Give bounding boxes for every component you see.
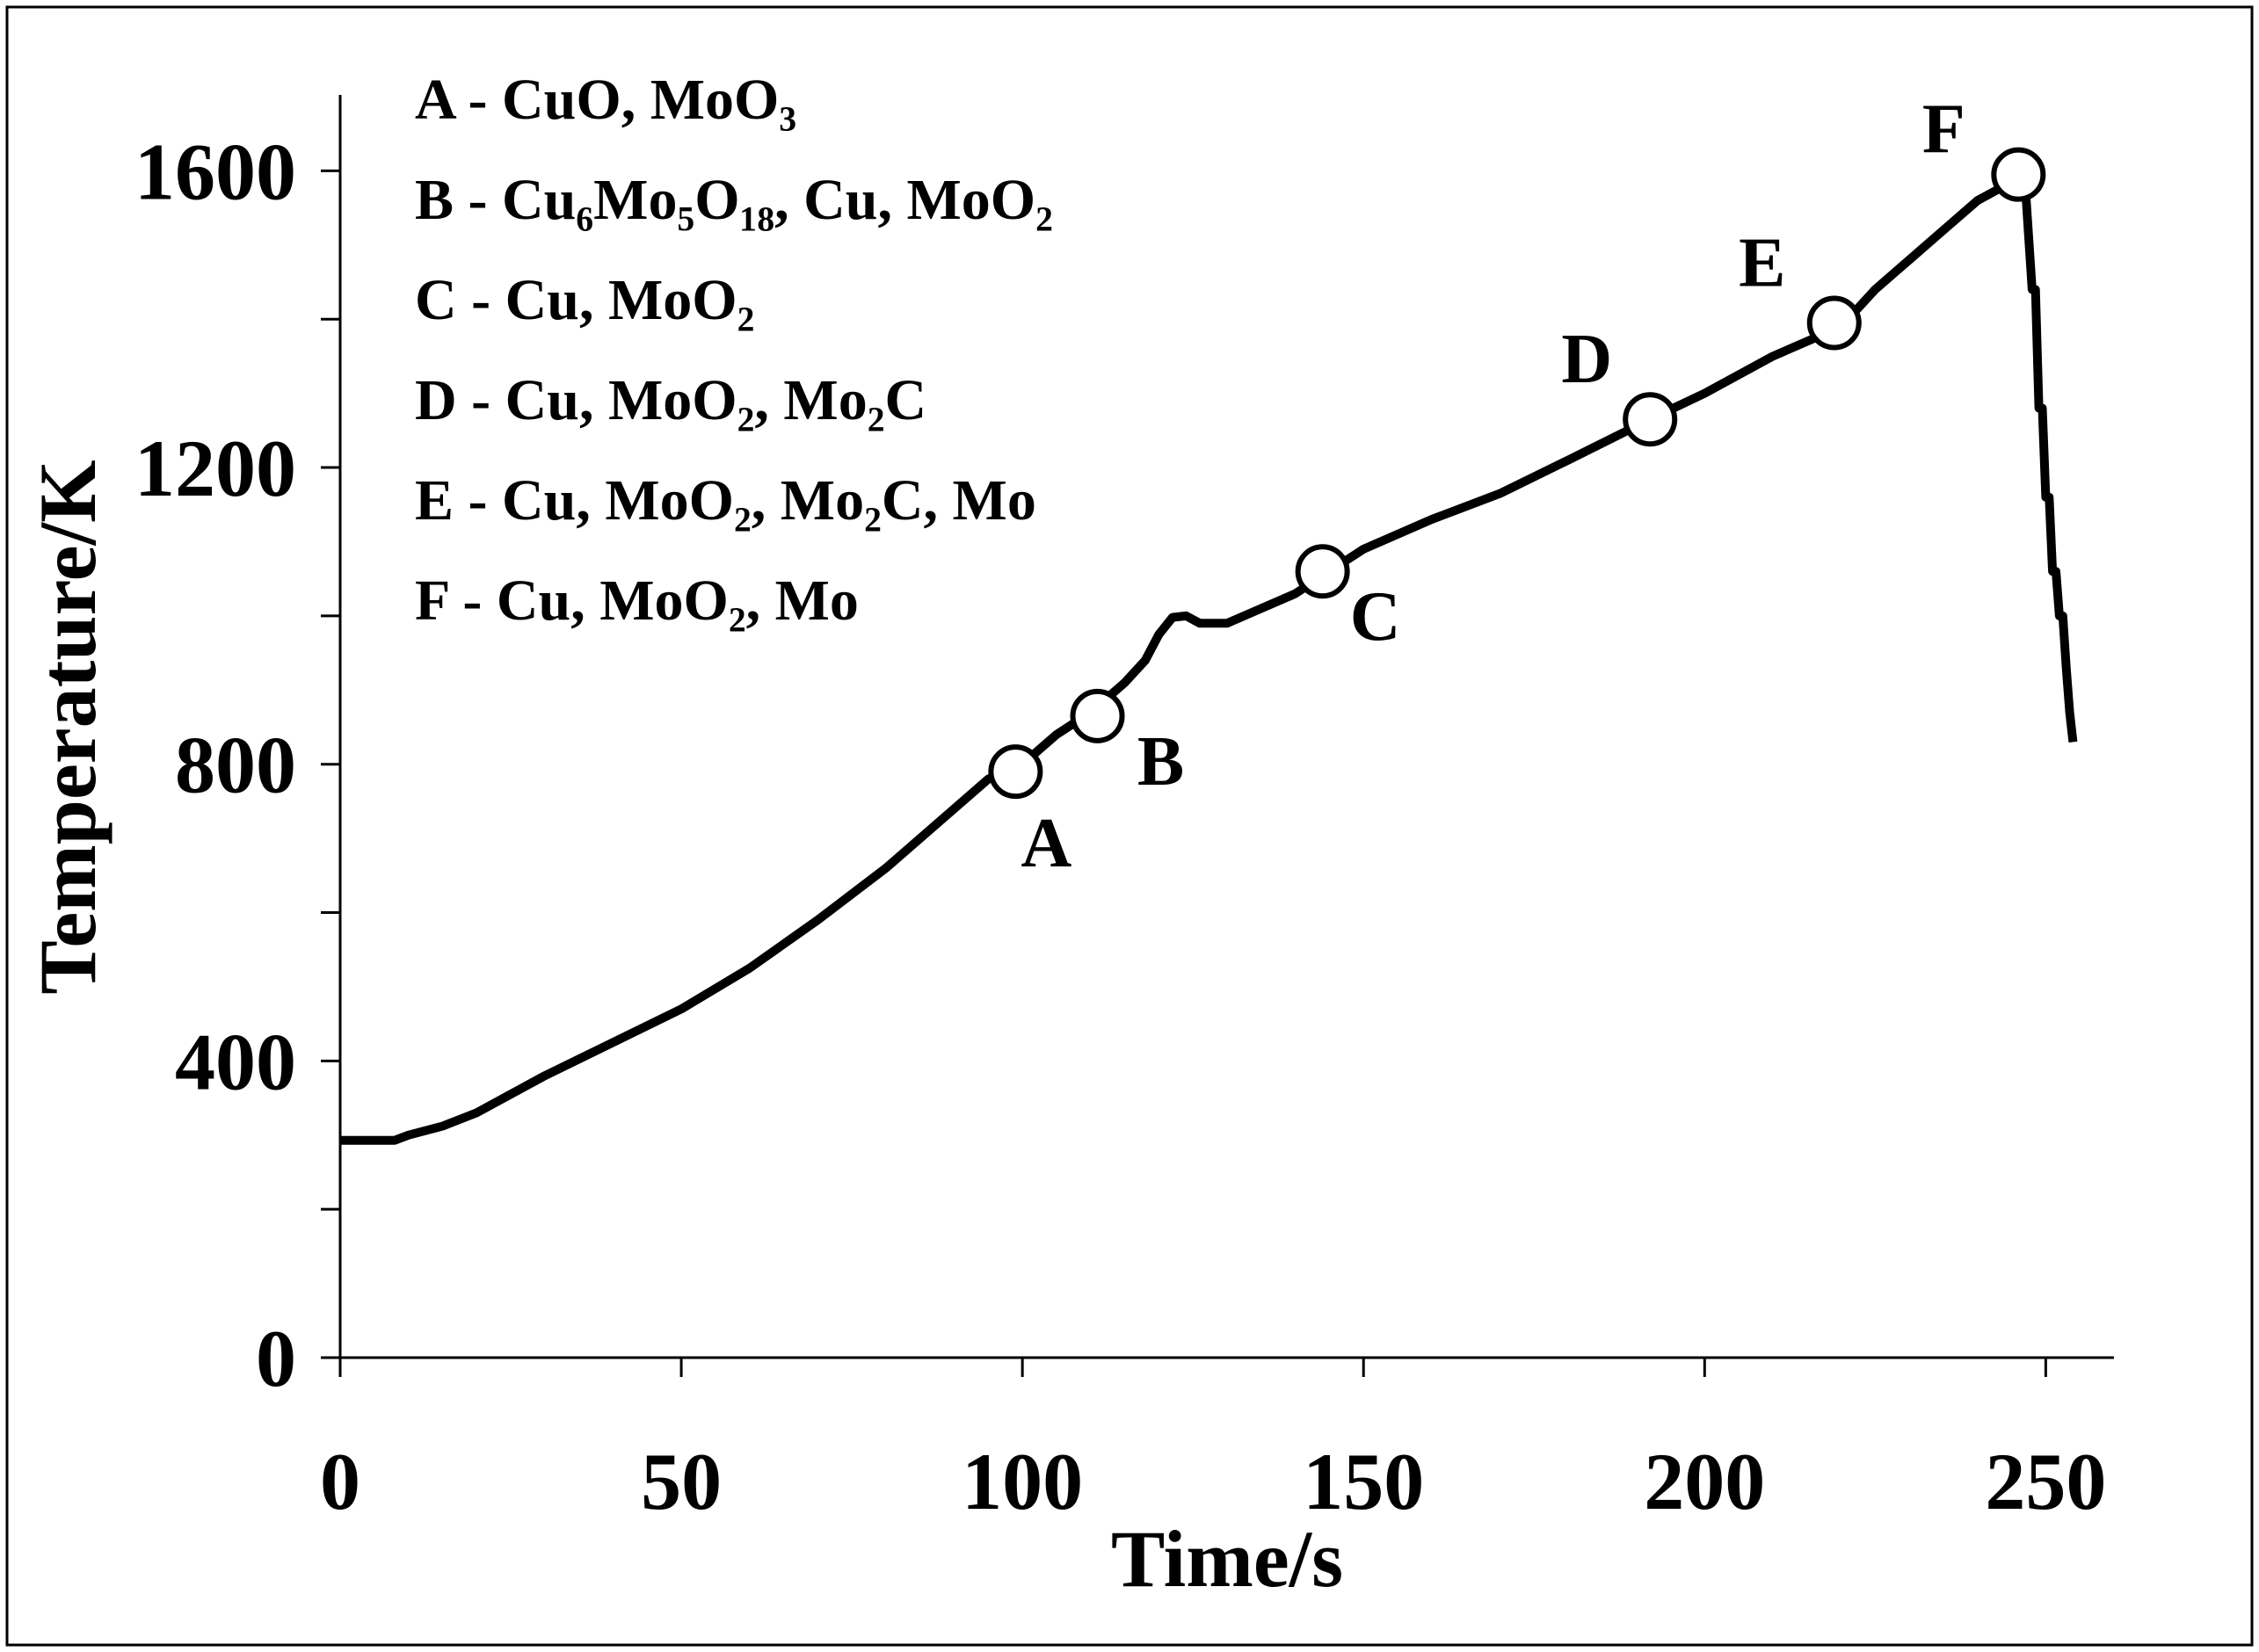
marker-label-f: F <box>1922 91 1965 169</box>
x-tick-label: 150 <box>1303 1437 1424 1526</box>
y-axis-title: Temperature/K <box>23 460 113 994</box>
y-tick-label: 1600 <box>134 127 296 216</box>
marker-label-e: E <box>1739 224 1785 301</box>
axes: 0 50 100 150 200 250 0 400 800 1200 1600 <box>134 95 2114 1526</box>
marker-label-b: B <box>1137 723 1184 801</box>
legend: A - CuO, MoO₃ B - Cu₆Mo₅O₁₈, Cu, MoO₂ C - … <box>415 68 1053 633</box>
y-tick-label: 0 <box>256 1314 296 1403</box>
legend-entry-c: C - Cu, MoO₂ <box>415 268 754 332</box>
series-line <box>340 170 2078 1145</box>
legend-entry-e: E - Cu, MoO₂, Mo₂C, Mo <box>415 468 1036 533</box>
x-tick-label: 200 <box>1644 1437 1765 1526</box>
marker-circle-f <box>1991 147 2046 202</box>
marker-layer: AB C D E F <box>988 91 2046 882</box>
marker-circle-a <box>988 744 1043 800</box>
legend-entry-b: B - Cu₆Mo₅O₁₈, Cu, MoO₂ <box>415 168 1053 232</box>
x-tick-label: 100 <box>962 1437 1083 1526</box>
marker-label-a: A <box>1021 805 1072 882</box>
y-tick-label: 400 <box>175 1017 296 1106</box>
marker-circle-b <box>1070 688 1125 743</box>
legend-entry-a: A - CuO, MoO₃ <box>415 68 796 132</box>
x-tick-label: 250 <box>1985 1437 2106 1526</box>
marker-circle-d <box>1623 392 1678 447</box>
marker-circle-e <box>1806 295 1862 351</box>
x-tick-label: 0 <box>320 1437 360 1526</box>
legend-entry-f: F - Cu, MoO₂, Mo <box>415 569 859 633</box>
x-tick-label: 50 <box>641 1437 722 1526</box>
legend-entry-d: D - Cu, MoO₂, Mo₂C <box>415 368 926 432</box>
y-tick-label: 800 <box>175 721 296 810</box>
marker-label-c: C <box>1350 578 1401 656</box>
figure-border <box>5 5 2254 1647</box>
series-layer <box>340 170 2078 1145</box>
y-tick-label: 1200 <box>134 424 296 513</box>
marker-circle-c <box>1295 544 1350 599</box>
marker-label-d: D <box>1561 321 1612 398</box>
x-axis-title: Time/s <box>1111 1514 1343 1604</box>
